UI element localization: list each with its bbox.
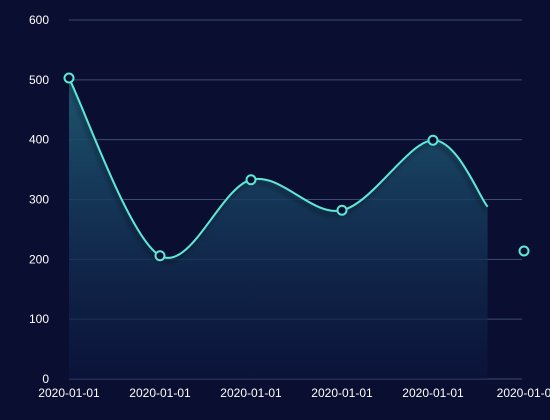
data-point[interactable]	[63, 72, 75, 84]
area-fill-layer	[69, 78, 488, 379]
y-tick-label: 300	[29, 193, 49, 207]
data-point[interactable]	[518, 245, 530, 257]
data-point-layer	[63, 72, 530, 262]
y-tick-label: 400	[29, 133, 49, 147]
x-tick-label: 2020-01-01	[38, 386, 100, 400]
y-tick-label: 100	[29, 312, 49, 326]
data-point[interactable]	[154, 250, 166, 262]
series-area-fill	[69, 78, 488, 379]
y-tick-label: 200	[29, 252, 49, 266]
data-point[interactable]	[245, 174, 257, 186]
y-tick-label: 600	[29, 13, 49, 27]
y-tick-label: 500	[29, 73, 49, 87]
data-point[interactable]	[336, 204, 348, 216]
data-point[interactable]	[427, 134, 439, 146]
x-tick-label: 2020-01-01	[129, 386, 191, 400]
y-axis-tick-labels: 0 100 200 300 400 500 600	[29, 13, 49, 386]
x-tick-label: 2020-01-01	[220, 386, 282, 400]
x-axis-tick-labels: 2020-01-01 2020-01-01 2020-01-01 2020-01-01…	[38, 386, 550, 400]
y-tick-label: 0	[42, 372, 49, 386]
x-tick-label: 2020-01-0	[497, 386, 550, 400]
x-tick-label: 2020-01-01	[311, 386, 373, 400]
x-tick-label: 2020-01-01	[402, 386, 464, 400]
